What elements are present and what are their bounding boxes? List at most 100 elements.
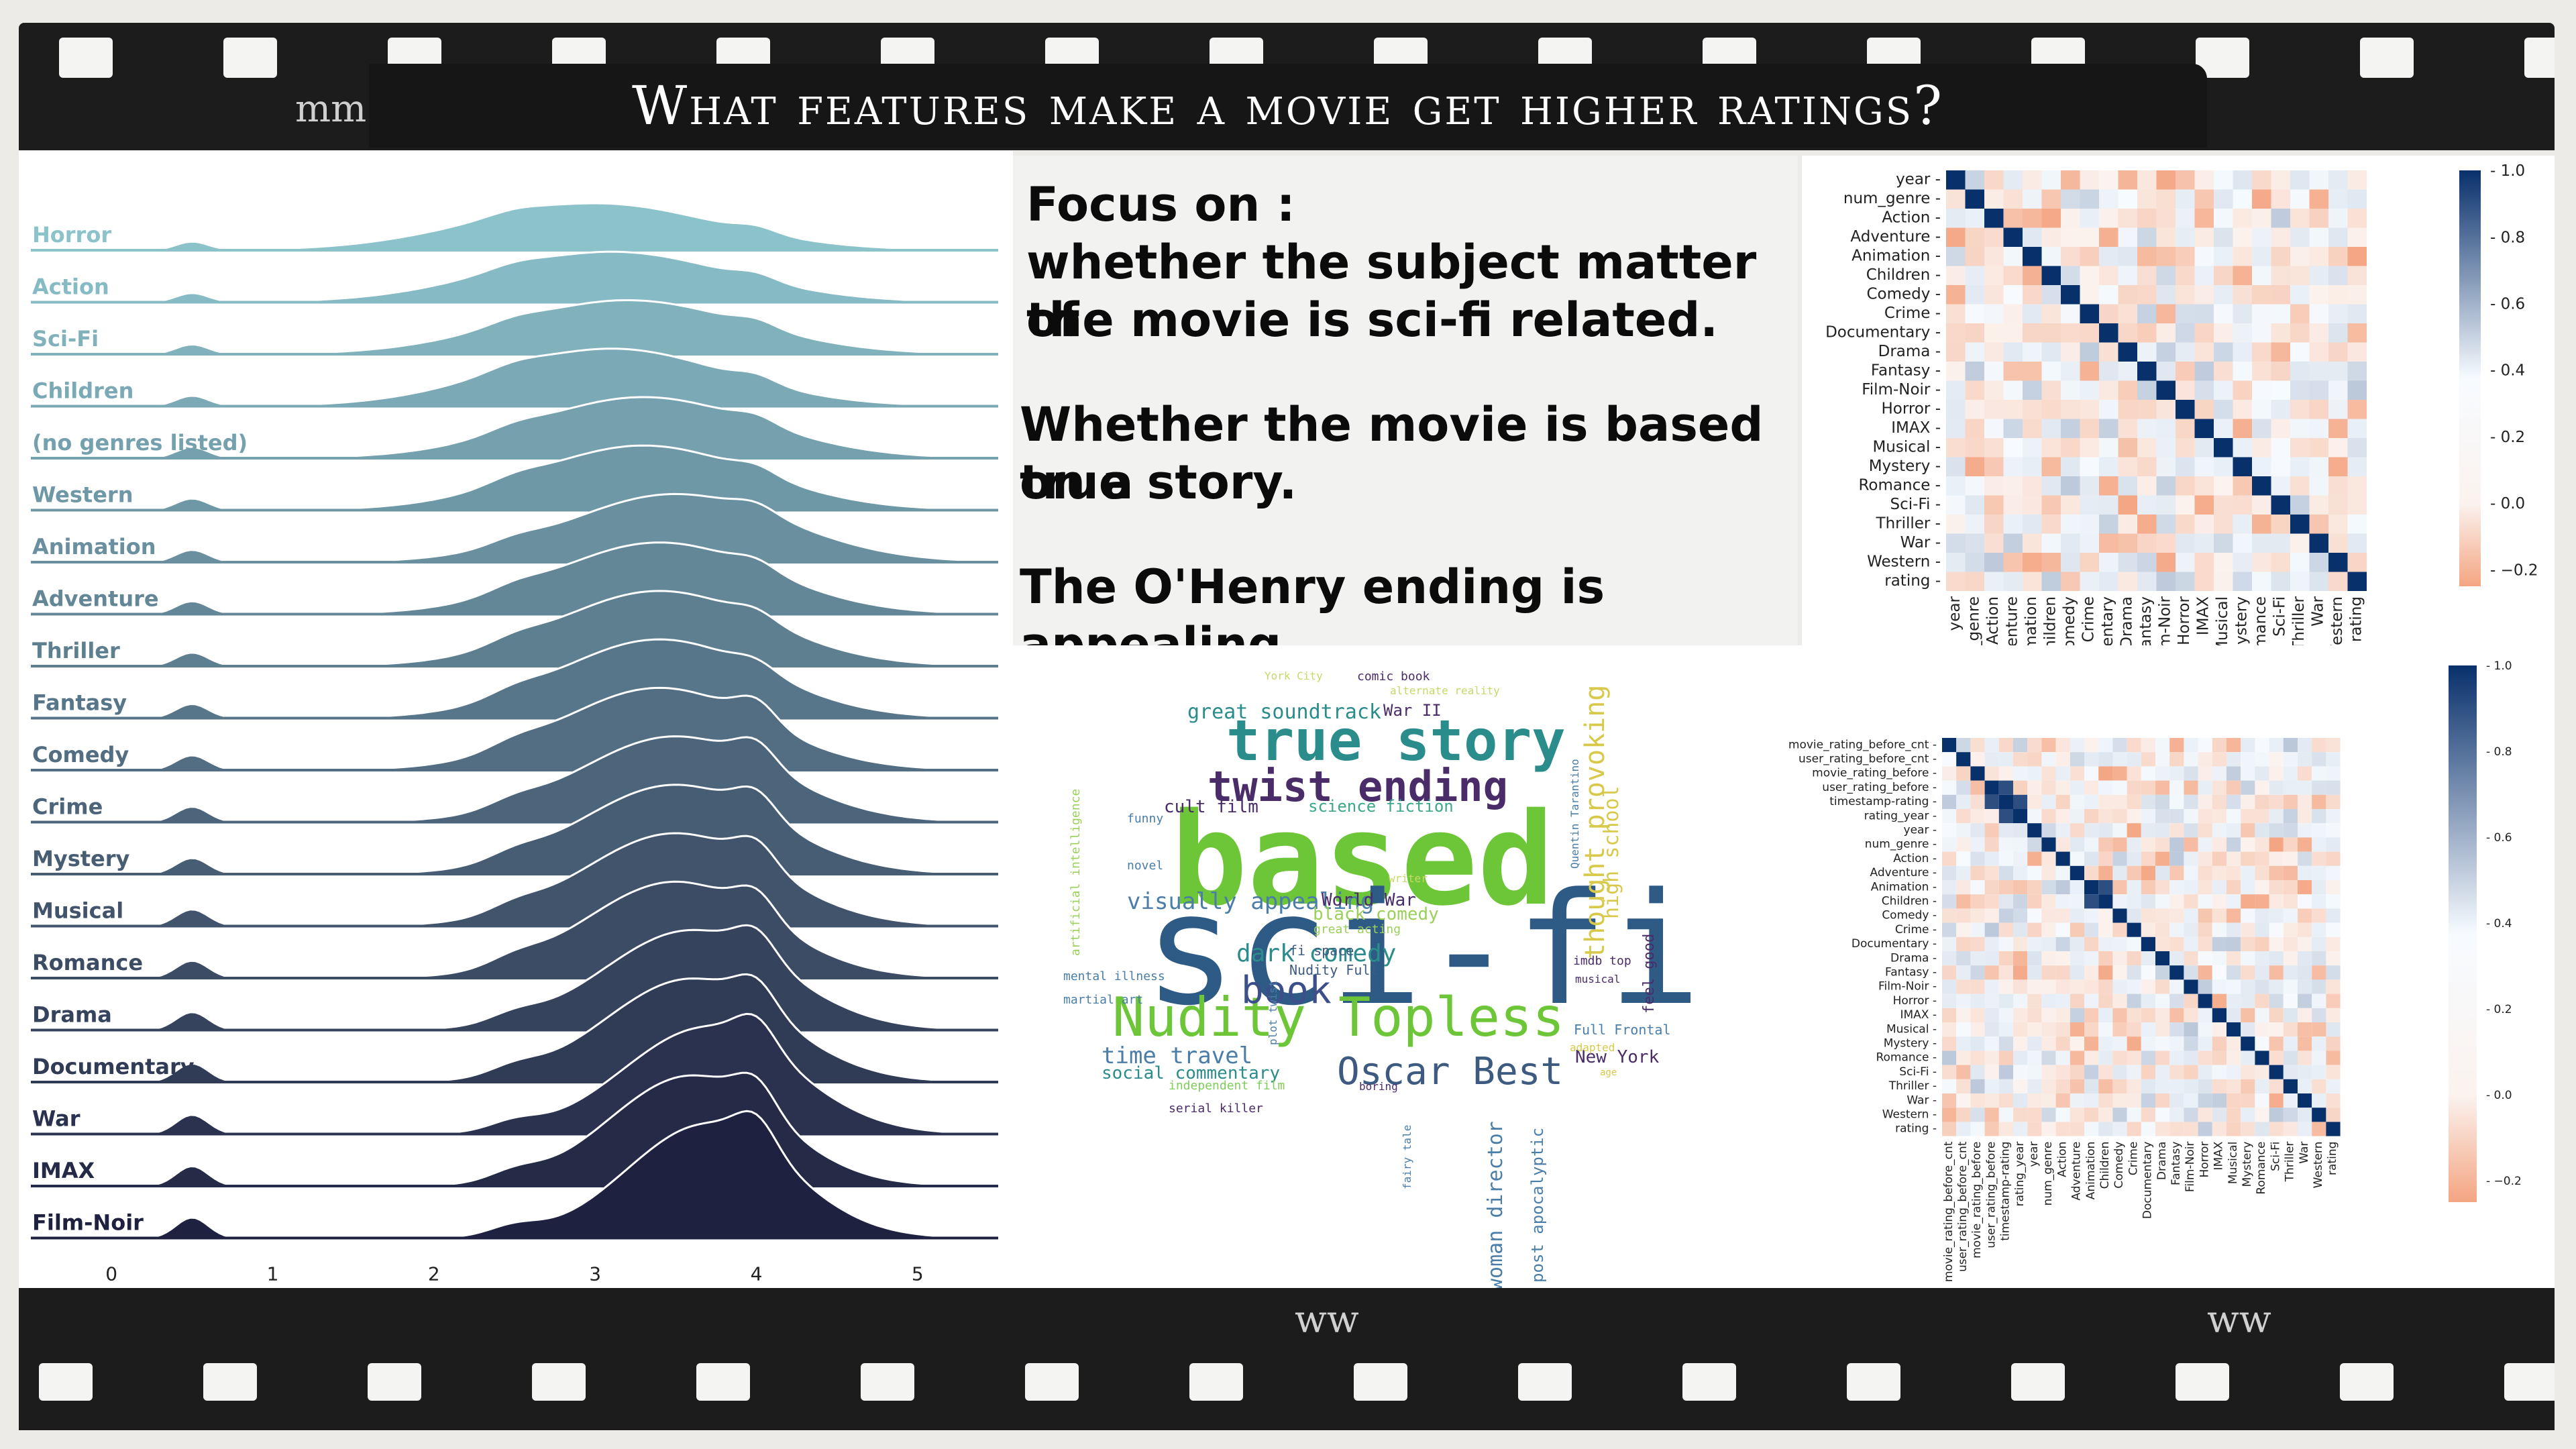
heatmap-col-label: Mystery (2241, 1142, 2254, 1187)
heatmap-cell (2255, 951, 2269, 966)
heatmap-cell (2155, 1008, 2170, 1022)
heatmap-cell (2212, 1079, 2226, 1093)
heatmap-cell (2112, 809, 2127, 824)
ridge-density-horror (31, 202, 999, 252)
heatmap-cell (2176, 170, 2195, 190)
heatmap-cell (2141, 851, 2155, 866)
heatmap-cell (2198, 1108, 2212, 1122)
heatmap-cell (2298, 823, 2312, 838)
heatmap-cell (2269, 965, 2284, 980)
heatmap-row-label: Fantasy - (1871, 362, 1941, 380)
heatmap-cell (1970, 851, 1985, 866)
heatmap-cell (2013, 738, 2028, 753)
heatmap-cell (2013, 1051, 2028, 1065)
heatmap-cell (2290, 400, 2310, 419)
heatmap-cell (2027, 809, 2042, 824)
heatmap-col-label: Musical (2226, 1142, 2240, 1185)
heatmap-cell (2118, 476, 2137, 496)
heatmap-cell (2098, 1036, 2113, 1051)
heatmap-col-label: movie_rating_before (1970, 1142, 1984, 1258)
heatmap-cell (1942, 1051, 1957, 1065)
heatmap-cell (2156, 362, 2176, 381)
heatmap-cell (2027, 865, 2042, 880)
heatmap-cell (2041, 304, 2061, 323)
colorbar-tick: - 0.6 (2490, 295, 2525, 313)
heatmap-cell (2099, 247, 2118, 266)
heatmap-cell (2328, 247, 2348, 266)
heatmap-cell (2027, 936, 2042, 951)
heatmap-cell (2271, 515, 2290, 534)
heatmap-cell (2023, 553, 2042, 572)
heatmap-cell (2127, 1122, 2141, 1136)
heatmap-cell (2099, 362, 2118, 381)
heatmap-cell (2080, 515, 2099, 534)
heatmap-cell (2070, 1108, 2084, 1122)
heatmap-col-label: Fantasy (2137, 596, 2155, 645)
heatmap-cell (2212, 1051, 2226, 1065)
heatmap-cell (2169, 794, 2184, 809)
heatmap-cell (2255, 1022, 2269, 1037)
ridge-label: Children (32, 378, 133, 404)
heatmap-cell (2233, 400, 2252, 419)
heatmap-cell (2155, 794, 2170, 809)
wordcloud-word: Quentin Tarantino (1568, 759, 1581, 869)
heatmap-cell (2169, 738, 2184, 753)
heatmap-cell (2198, 837, 2212, 852)
heatmap-col-label: Film-Noir (2156, 596, 2174, 645)
heatmap-cell (2233, 419, 2252, 438)
heatmap-cell (2141, 752, 2155, 767)
heatmap-cell (2328, 227, 2348, 247)
heatmap-cell (2137, 515, 2157, 534)
heatmap-row-label: IMAX - (1900, 1008, 1937, 1022)
wordcloud-word: imdb top (1573, 954, 1631, 968)
heatmap-cell (2084, 766, 2099, 781)
heatmap-row-label: Children - (1866, 266, 1941, 284)
heatmap-cell (1970, 1093, 1985, 1108)
heatmap-cell (2027, 823, 2042, 838)
heatmap-cell (2013, 1093, 2028, 1108)
heatmap-cell (2055, 951, 2070, 966)
heatmap-cell (2214, 533, 2233, 553)
heatmap-cell (2080, 476, 2099, 496)
heatmap-row-label: Western - (1867, 553, 1941, 571)
heatmap-cell (2184, 851, 2198, 866)
heatmap-cell (2118, 419, 2137, 438)
heatmap-cell (1998, 880, 2013, 895)
heatmap-cell (2084, 809, 2099, 824)
heatmap-cell (1984, 1036, 1999, 1051)
heatmap-cell (2041, 1122, 2056, 1136)
heatmap-cell (2176, 553, 2195, 572)
heatmap-cell (2283, 766, 2298, 781)
heatmap-cell (2112, 823, 2127, 838)
heatmap-cell (2155, 1036, 2170, 1051)
heatmap-cell (2098, 994, 2113, 1008)
heatmap-cell (2309, 515, 2328, 534)
heatmap-cell (2084, 894, 2099, 909)
heatmap-cell (2214, 209, 2233, 228)
heatmap-cell (2347, 304, 2367, 323)
wordcloud-word: Nudity Full (1289, 962, 1379, 978)
heatmap-cell (2326, 1051, 2341, 1065)
heatmap-cell (1998, 1036, 2013, 1051)
heatmap-cell (2061, 533, 2080, 553)
heatmap-cell (2226, 951, 2241, 966)
ridge-label: Adventure (32, 586, 159, 612)
wordcloud-word: twist ending (1208, 762, 1508, 811)
heatmap-cell (1998, 837, 2013, 852)
heatmap-cell (1984, 908, 1999, 923)
heatmap-cell (2198, 1022, 2212, 1037)
heatmap-cell (2137, 476, 2157, 496)
heatmap-cell (2055, 865, 2070, 880)
film-sprocket-hole (1847, 1363, 1900, 1401)
heatmap-cell (1946, 572, 1966, 591)
heatmap-cell (2176, 380, 2195, 400)
heatmap-cell (1984, 1051, 1999, 1065)
heatmap-cell (2326, 794, 2341, 809)
heatmap-cell (2214, 285, 2233, 305)
heatmap-cell (1946, 362, 1966, 381)
heatmap-cell (2328, 553, 2348, 572)
heatmap-cell (2137, 362, 2157, 381)
heatmap-cell (2233, 266, 2252, 285)
heatmap-cell (1984, 738, 1999, 753)
heatmap-cell (1942, 908, 1957, 923)
